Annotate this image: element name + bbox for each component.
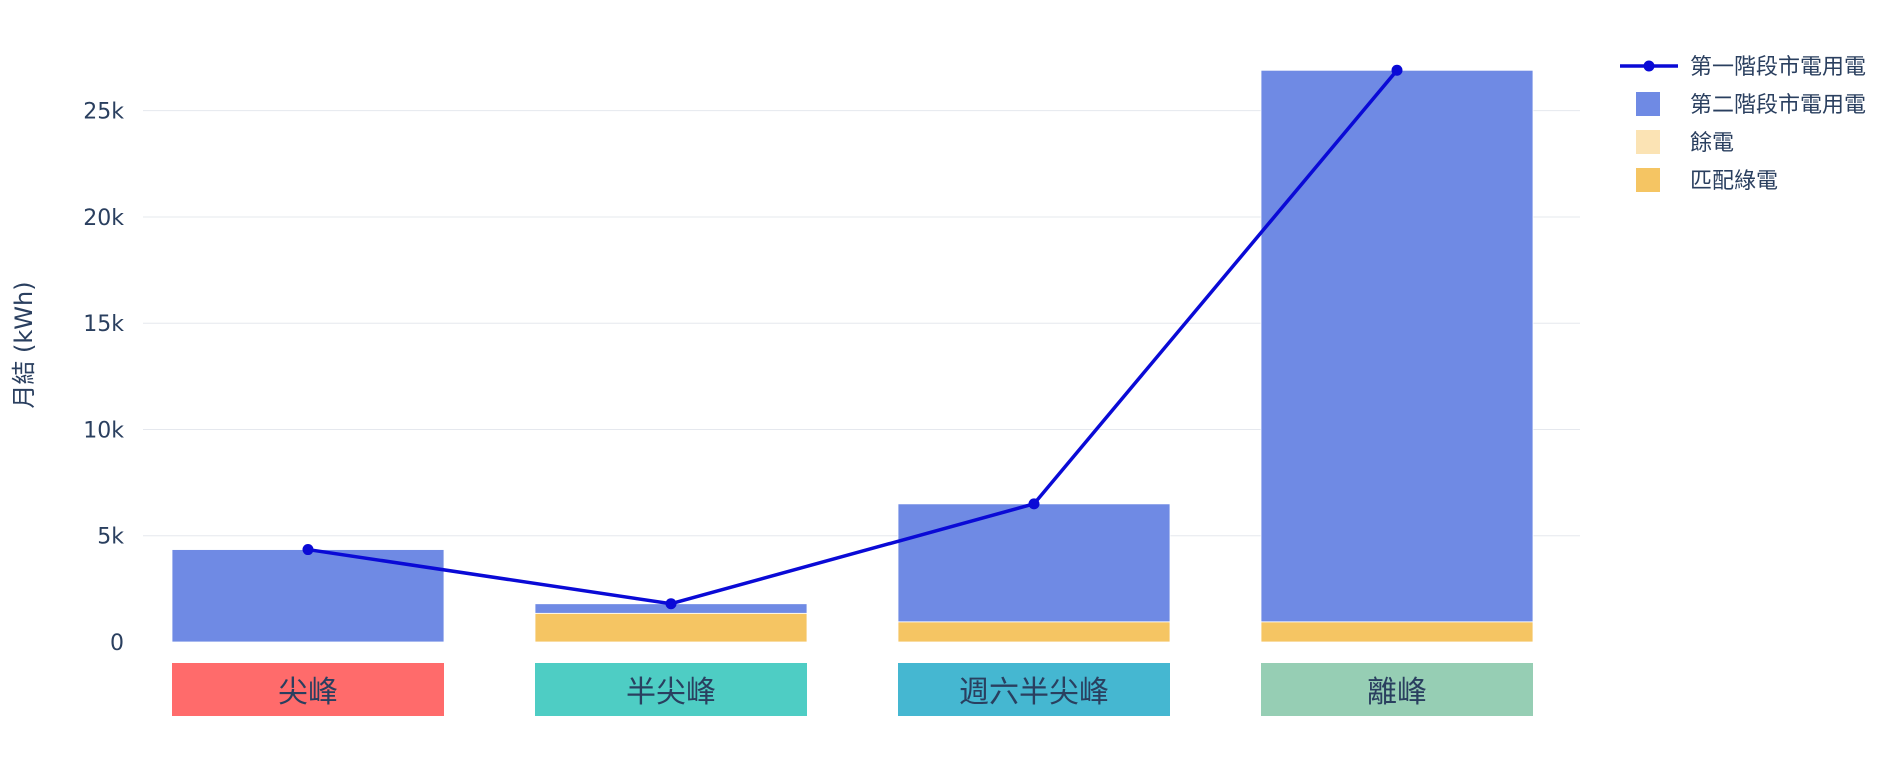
line-point — [1028, 498, 1040, 510]
bars — [171, 69, 1534, 643]
bar-segment — [1260, 621, 1534, 643]
line-point — [1391, 64, 1403, 76]
category-labels: 尖峰 半尖峰 週六半尖峰 離峰 — [172, 663, 1533, 716]
y-tick-label: 5k — [97, 525, 124, 550]
bar-segment — [897, 503, 1171, 623]
category-label: 週六半尖峰 — [959, 675, 1109, 710]
category-label: 尖峰 — [278, 675, 338, 710]
legend-marker — [1643, 60, 1655, 72]
legend-item[interactable]: 餘電 — [1636, 130, 1734, 156]
legend-label: 第二階段市電用電 — [1690, 93, 1866, 118]
y-axis-ticks: 0 5k 10k 15k 20k 25k — [83, 100, 124, 656]
legend-label: 餘電 — [1690, 131, 1734, 156]
legend-item[interactable]: 匹配綠電 — [1636, 168, 1778, 194]
y-tick-label: 25k — [83, 100, 124, 125]
legend-label: 第一階段市電用電 — [1690, 55, 1866, 80]
legend-item[interactable]: 第二階段市電用電 — [1636, 92, 1866, 118]
line-series — [302, 64, 1403, 610]
legend-swatch — [1636, 130, 1660, 154]
legend-swatch — [1636, 92, 1660, 116]
bar-segment — [171, 549, 445, 643]
legend-item[interactable]: 第一階段市電用電 — [1620, 55, 1866, 80]
category-box — [172, 663, 444, 716]
y-tick-label: 15k — [83, 312, 124, 337]
category-label: 半尖峰 — [626, 675, 716, 710]
line-point — [665, 598, 677, 610]
line-path — [307, 69, 1399, 606]
bar-segment — [534, 612, 808, 643]
line-point — [302, 544, 314, 556]
y-tick-label: 0 — [110, 631, 124, 656]
legend-label: 匹配綠電 — [1690, 169, 1778, 194]
y-axis-label: 月結 (kWh) — [10, 281, 38, 408]
y-tick-label: 20k — [83, 206, 124, 231]
y-tick-label: 10k — [83, 418, 124, 443]
bar-segment — [897, 621, 1171, 643]
bar-segment — [1260, 69, 1534, 623]
category-box — [898, 663, 1170, 716]
category-box — [535, 663, 807, 716]
category-label: 離峰 — [1367, 675, 1427, 710]
category-box — [1261, 663, 1533, 716]
legend-swatch — [1636, 168, 1660, 192]
